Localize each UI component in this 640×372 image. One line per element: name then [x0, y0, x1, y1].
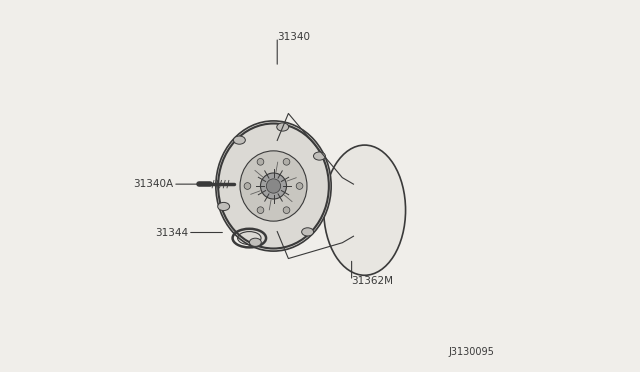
Ellipse shape — [301, 228, 314, 236]
Ellipse shape — [216, 121, 331, 251]
Ellipse shape — [276, 123, 289, 131]
Circle shape — [266, 179, 281, 193]
Ellipse shape — [218, 202, 230, 211]
Text: 31344: 31344 — [155, 228, 188, 237]
Circle shape — [283, 158, 290, 165]
Ellipse shape — [250, 238, 261, 246]
Circle shape — [296, 183, 303, 189]
Text: 31362M: 31362M — [351, 276, 394, 286]
Ellipse shape — [314, 152, 325, 160]
Circle shape — [257, 158, 264, 165]
Text: 31340: 31340 — [277, 32, 310, 42]
Ellipse shape — [240, 151, 307, 221]
Circle shape — [257, 207, 264, 214]
Text: 31340A: 31340A — [133, 179, 173, 189]
Ellipse shape — [234, 136, 245, 144]
Circle shape — [283, 207, 290, 214]
Circle shape — [244, 183, 251, 189]
Ellipse shape — [324, 145, 406, 275]
Circle shape — [260, 173, 287, 199]
Text: J3130095: J3130095 — [449, 347, 495, 357]
